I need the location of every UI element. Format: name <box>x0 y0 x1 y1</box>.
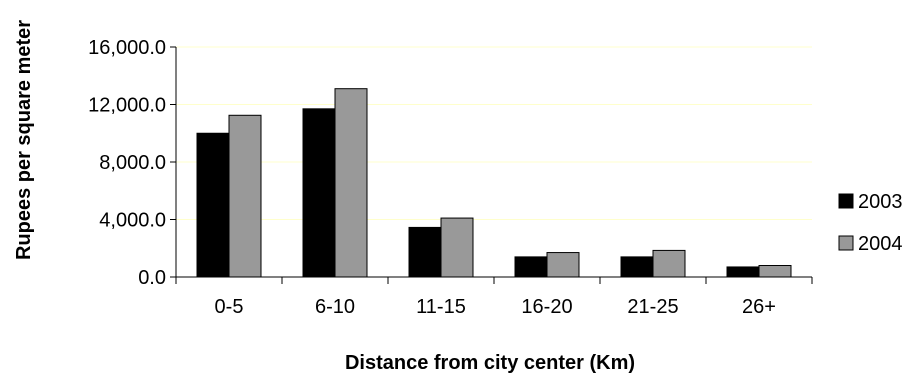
legend-swatch-2003 <box>838 193 854 209</box>
bars <box>196 88 792 278</box>
y-tick-label: 0.0 <box>138 267 166 289</box>
legend-label-2003: 2003 <box>858 191 903 213</box>
y-tick-labels: 0.0 4,000.0 8,000.0 12,000.0 16,000.0 <box>88 37 166 289</box>
bar-2003-16-20 <box>514 256 548 278</box>
legend: 2003 2004 <box>838 191 903 255</box>
x-tick-label: 26+ <box>742 296 776 318</box>
bar-2004-11-15 <box>440 217 474 278</box>
axes <box>170 46 813 284</box>
bar-2003-11-15 <box>408 226 442 278</box>
bar-2003-21-25 <box>620 256 654 278</box>
x-tick-label: 6-10 <box>315 296 355 318</box>
x-tick-label: 21-25 <box>627 296 678 318</box>
y-tick-label: 12,000.0 <box>88 95 166 117</box>
x-axis-title: Distance from city center (Km) <box>345 352 635 374</box>
y-tick-label: 4,000.0 <box>99 210 166 232</box>
bar-2004-6-10 <box>334 88 368 278</box>
x-tick-label: 11-15 <box>416 296 466 318</box>
legend-swatch-2004 <box>838 235 854 251</box>
x-tick-label: 0-5 <box>215 296 244 318</box>
gridlines <box>176 46 812 220</box>
bar-2004-0-5 <box>228 114 262 278</box>
bar-2003-26+ <box>726 266 760 278</box>
y-tick-label: 8,000.0 <box>99 152 166 174</box>
bar-2004-16-20 <box>546 252 580 278</box>
y-tick-label: 16,000.0 <box>88 37 166 59</box>
bar-2004-26+ <box>758 265 792 278</box>
legend-label-2004: 2004 <box>858 233 903 255</box>
bar-2004-21-25 <box>652 249 686 278</box>
y-axis-title: Rupees per square meter <box>13 20 35 260</box>
x-tick-label: 16-20 <box>521 296 572 318</box>
x-tick-labels: 0-5 6-10 11-15 16-20 21-25 26+ <box>215 296 776 318</box>
bar-2003-6-10 <box>302 108 336 278</box>
bar-2003-0-5 <box>196 132 230 278</box>
